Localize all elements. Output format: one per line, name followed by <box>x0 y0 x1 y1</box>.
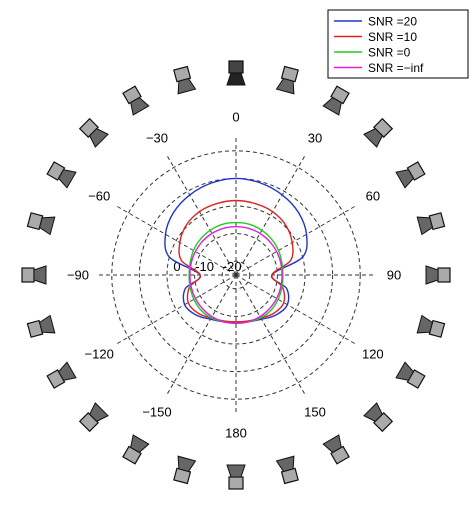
legend-label: SNR =0 <box>368 46 411 60</box>
grid-spoke <box>235 274 306 395</box>
speaker-cone <box>130 434 150 454</box>
radial-tick-label: 0 <box>173 259 180 274</box>
angle-tick-label: 0 <box>232 110 239 125</box>
loudspeaker-icon <box>21 265 47 285</box>
angle-tick-labels: 0 30 60 90 120 150 180 −150 −120 −90 −60 −30 <box>67 110 401 441</box>
legend-label: SNR =−inf <box>368 61 424 75</box>
loudspeaker-icon <box>395 161 426 189</box>
speaker-cone <box>363 128 383 148</box>
speaker-box <box>228 60 244 74</box>
speaker-cone <box>363 402 383 422</box>
angle-tick-label: 180 <box>225 426 247 441</box>
radial-tick-label: -20 <box>223 259 242 274</box>
angle-tick-label: −30 <box>146 131 168 146</box>
loudspeaker-icon <box>173 455 197 485</box>
series-line-4 <box>189 225 283 325</box>
grid-ring <box>221 260 251 290</box>
polar-grid <box>98 137 374 413</box>
loudspeaker-icon <box>26 314 56 338</box>
loudspeaker-icon <box>46 161 77 189</box>
loudspeaker-icon <box>226 464 246 490</box>
loudspeaker-icon <box>173 65 197 95</box>
angle-tick-label: −60 <box>88 189 110 204</box>
loudspeaker-icon <box>322 85 350 116</box>
speaker-box <box>228 476 244 490</box>
speaker-box <box>437 267 451 283</box>
angle-tick-label: −150 <box>142 404 171 419</box>
speaker-cone <box>130 96 150 116</box>
grid-spoke <box>166 274 237 395</box>
loudspeaker-icon <box>226 60 246 86</box>
grid-spoke <box>116 205 237 276</box>
speaker-cone <box>425 265 439 285</box>
loudspeaker-icon <box>122 85 150 116</box>
angle-tick-label: −90 <box>67 268 89 283</box>
grid-spoke <box>166 155 237 276</box>
speaker-ring <box>21 60 451 490</box>
grid-spoke <box>235 274 356 345</box>
speaker-cone <box>177 77 197 95</box>
grid-spoke <box>235 155 306 276</box>
speaker-cone <box>38 314 56 334</box>
speaker-cone <box>89 402 109 422</box>
loudspeaker-icon <box>322 434 350 465</box>
loudspeaker-icon <box>275 455 299 485</box>
loudspeaker-icon <box>416 314 446 338</box>
speaker-cone <box>57 169 77 189</box>
angle-tick-label: 60 <box>366 189 380 204</box>
speaker-cone <box>57 361 77 381</box>
legend-label: SNR =20 <box>368 15 417 29</box>
loudspeaker-icon <box>395 361 426 389</box>
loudspeaker-icon <box>78 117 109 148</box>
speaker-cone <box>226 72 246 86</box>
angle-tick-label: −120 <box>85 347 114 362</box>
angle-tick-label: 150 <box>304 404 326 419</box>
loudspeaker-icon <box>363 402 394 433</box>
speaker-cone <box>275 77 295 95</box>
angle-tick-label: 90 <box>387 268 401 283</box>
series-curves <box>164 177 308 325</box>
speaker-cone <box>395 361 415 381</box>
grid-spoke <box>235 205 356 276</box>
speaker-cone <box>226 464 246 478</box>
speaker-cone <box>177 455 197 473</box>
loudspeaker-icon <box>78 402 109 433</box>
speaker-cone <box>33 265 47 285</box>
angle-tick-label: 30 <box>308 131 322 146</box>
speaker-cone <box>395 169 415 189</box>
radial-tick-labels: 0 -10 -20 <box>173 259 241 274</box>
speaker-box <box>21 267 35 283</box>
loudspeaker-icon <box>425 265 451 285</box>
speaker-cone <box>416 216 434 236</box>
angle-tick-label: 120 <box>362 347 384 362</box>
loudspeaker-icon <box>122 434 150 465</box>
legend-label: SNR =10 <box>368 30 417 44</box>
loudspeaker-icon <box>46 361 77 389</box>
loudspeaker-icon <box>363 117 394 148</box>
speaker-cone <box>275 455 295 473</box>
speaker-cone <box>322 434 342 454</box>
grid-ring <box>194 233 278 317</box>
loudspeaker-icon <box>416 212 446 236</box>
radial-tick-label: -10 <box>195 259 214 274</box>
grid-ring <box>111 150 361 400</box>
speaker-cone <box>89 128 109 148</box>
grid-spoke <box>116 274 237 345</box>
series-line-2 <box>178 199 294 323</box>
grid-ring <box>166 205 306 345</box>
loudspeaker-icon <box>275 65 299 95</box>
loudspeaker-icon <box>26 212 56 236</box>
grid-ring <box>138 177 334 373</box>
speaker-cone <box>322 96 342 116</box>
speaker-cone <box>416 314 434 334</box>
speaker-cone <box>38 216 56 236</box>
